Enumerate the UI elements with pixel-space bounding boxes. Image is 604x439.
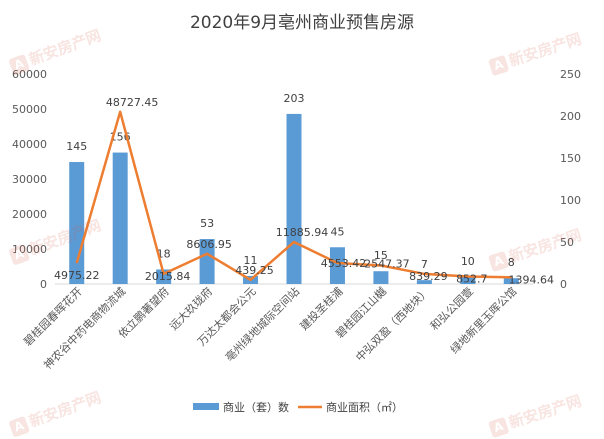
line-data-label: 4553.42 bbox=[321, 257, 367, 270]
line-data-label: 1394.64 bbox=[509, 273, 555, 286]
right-axis: 0 50 100 150 200 250 bbox=[560, 68, 581, 291]
bar bbox=[199, 239, 215, 284]
left-axis-tick-label: 20000 bbox=[12, 208, 47, 221]
bar-data-label: 15 bbox=[374, 249, 388, 262]
watermark-logo-icon: A bbox=[8, 415, 31, 438]
right-axis-tick-label: 50 bbox=[560, 236, 574, 249]
chart-stage: 2020年9月亳州商业预售房源 0 10000 20000 30000 40000 500… bbox=[8, 13, 584, 439]
bar bbox=[416, 280, 432, 284]
line-data-label: 8606.95 bbox=[186, 238, 232, 251]
line-point bbox=[423, 273, 425, 275]
right-axis-tick-label: 100 bbox=[560, 194, 581, 207]
line-point bbox=[206, 253, 208, 255]
bar-data-label: 203 bbox=[284, 92, 305, 105]
right-axis-tick-label: 0 bbox=[560, 278, 567, 291]
legend-bar-label: 商业（套）数 bbox=[223, 400, 289, 414]
line-data-label: 11885.94 bbox=[276, 226, 329, 239]
left-axis-tick-label: 50000 bbox=[12, 103, 47, 116]
bar bbox=[460, 277, 476, 284]
line-data-label: 852.7 bbox=[456, 272, 488, 285]
left-axis-tick-label: 60000 bbox=[12, 68, 47, 81]
line-point bbox=[467, 275, 469, 277]
chart-title: 2020年9月亳州商业预售房源 bbox=[190, 13, 414, 33]
watermark-logo-icon: A bbox=[488, 250, 510, 273]
line-data-label: 839.29 bbox=[409, 270, 448, 283]
left-axis-tick-label: 10000 bbox=[12, 243, 47, 256]
line-series: 4975.2248727.452015.848606.95439.2511885… bbox=[54, 96, 554, 286]
bar-data-label: 45 bbox=[330, 225, 344, 238]
chart-svg: 2020年9月亳州商业预售房源 010000200003000040000500… bbox=[12, 13, 581, 414]
bar bbox=[286, 113, 302, 285]
line-data-label: 439.25 bbox=[235, 264, 274, 277]
watermark-logo-icon: A bbox=[488, 416, 510, 439]
bar-data-label: 145 bbox=[66, 140, 87, 153]
line-point bbox=[163, 273, 165, 275]
bar bbox=[112, 152, 128, 284]
bar-data-label: 11 bbox=[244, 254, 258, 267]
legend-bar-swatch bbox=[193, 403, 219, 410]
line-data-label: 48727.45 bbox=[106, 96, 159, 109]
bar-data-label: 8 bbox=[508, 256, 515, 269]
left-axis-tick-label: 0 bbox=[40, 278, 47, 291]
line-point bbox=[380, 265, 382, 267]
bar-data-label: 53 bbox=[200, 217, 214, 230]
x-tick-label: 亳州绿地城际空间站 bbox=[222, 284, 302, 364]
line-data-label: 4975.22 bbox=[54, 269, 100, 282]
line-point bbox=[119, 111, 121, 113]
line-point bbox=[250, 279, 252, 281]
line-data-label: 2015.84 bbox=[145, 270, 191, 283]
bar bbox=[373, 271, 389, 284]
legend-line-label: 商业面积（㎡） bbox=[326, 400, 403, 414]
x-tick-label: 神农谷中药电商物流城 bbox=[41, 284, 129, 372]
line-point bbox=[76, 262, 78, 264]
bar bbox=[329, 247, 345, 284]
left-axis-tick-label: 30000 bbox=[12, 173, 47, 186]
line-data-label: 2547.37 bbox=[364, 258, 410, 271]
left-axis-tick-label: 40000 bbox=[12, 138, 47, 151]
right-axis-tick-label: 200 bbox=[560, 110, 581, 123]
left-axis: 0 10000 20000 30000 40000 50000 60000 bbox=[12, 68, 47, 291]
line-point bbox=[293, 241, 295, 243]
watermark-logo-icon: A bbox=[488, 54, 510, 77]
right-axis-tick-label: 250 bbox=[560, 68, 581, 81]
right-axis-tick-label: 150 bbox=[560, 152, 581, 165]
x-tick-label: 中弘双盈（西地块） bbox=[353, 285, 432, 364]
legend: 商业（套）数 商业面积（㎡） bbox=[193, 400, 403, 414]
line-point bbox=[510, 276, 512, 278]
bar-data-label: 10 bbox=[461, 255, 475, 268]
bar bbox=[503, 278, 519, 284]
x-tick-labels: 碧桂园春晖花开神农谷中药电商物流城依立鹏著望府远大玖珑府万达太都会公元亳州绿地城… bbox=[21, 284, 520, 372]
bar-data-label: 7 bbox=[421, 258, 428, 271]
line-point bbox=[336, 262, 338, 264]
